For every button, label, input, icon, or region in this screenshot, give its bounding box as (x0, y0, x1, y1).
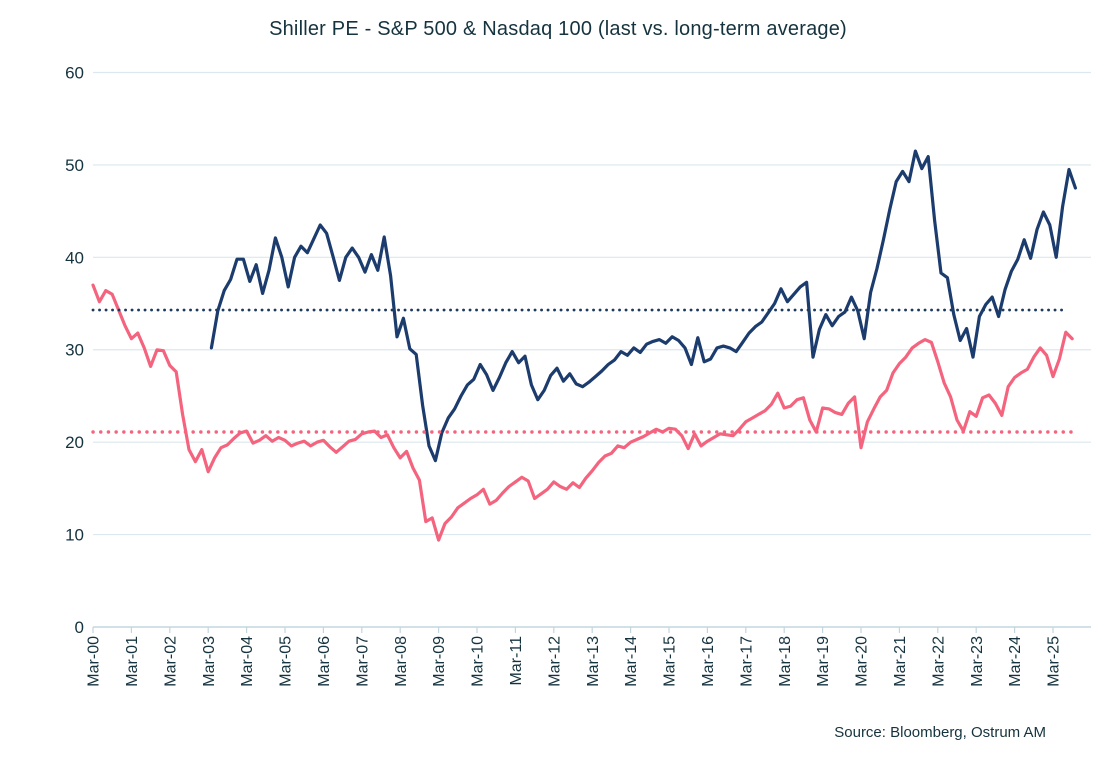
x-tick-label: Mar-18 (777, 636, 794, 687)
x-tick-label: Mar-00 (86, 636, 103, 687)
x-tick-label: Mar-14 (623, 636, 640, 687)
x-tick-label: Mar-02 (162, 636, 179, 687)
x-tick-label: Mar-08 (393, 636, 410, 687)
y-tick-label: 30 (65, 341, 84, 360)
x-tick-label: Mar-11 (508, 636, 525, 686)
x-tick-label: Mar-05 (278, 636, 295, 687)
x-tick-label: Mar-09 (431, 636, 448, 687)
sp500-line (91, 283, 1074, 542)
x-tick-label: Mar-12 (546, 636, 563, 687)
x-tick-label: Mar-04 (239, 636, 256, 687)
x-tick-label: Mar-10 (470, 636, 487, 687)
x-tick-label: Mar-01 (124, 636, 141, 687)
x-tick-label: Mar-17 (738, 636, 755, 687)
x-tick-label: Mar-25 (1046, 636, 1063, 687)
y-tick-label: 40 (65, 248, 84, 267)
x-tick-label: Mar-23 (969, 636, 986, 687)
chart-title: Shiller PE - S&P 500 & Nasdaq 100 (last … (269, 18, 847, 40)
y-tick-label: 0 (75, 618, 84, 637)
y-tick-label: 50 (65, 156, 84, 175)
x-tick-label: Mar-16 (700, 636, 717, 687)
y-tick-label: 10 (65, 526, 84, 545)
y-tick-label: 60 (65, 63, 84, 82)
x-tick-label: Mar-19 (815, 636, 832, 687)
y-tick-label: 20 (65, 433, 84, 452)
x-tick-label: Mar-15 (662, 636, 679, 687)
x-tick-label: Mar-24 (1007, 636, 1024, 687)
nasdaq100-line (209, 149, 1078, 463)
x-tick-label: Mar-03 (201, 636, 218, 687)
x-tick-label: Mar-21 (892, 636, 909, 687)
source-note: Source: Bloomberg, Ostrum AM (834, 724, 1046, 741)
x-tick-label: Mar-06 (316, 636, 333, 687)
x-tick-label: Mar-07 (354, 636, 371, 687)
x-tick-label: Mar-22 (930, 636, 947, 687)
x-tick-label: Mar-13 (585, 636, 602, 687)
x-tick-label: Mar-20 (854, 636, 871, 687)
